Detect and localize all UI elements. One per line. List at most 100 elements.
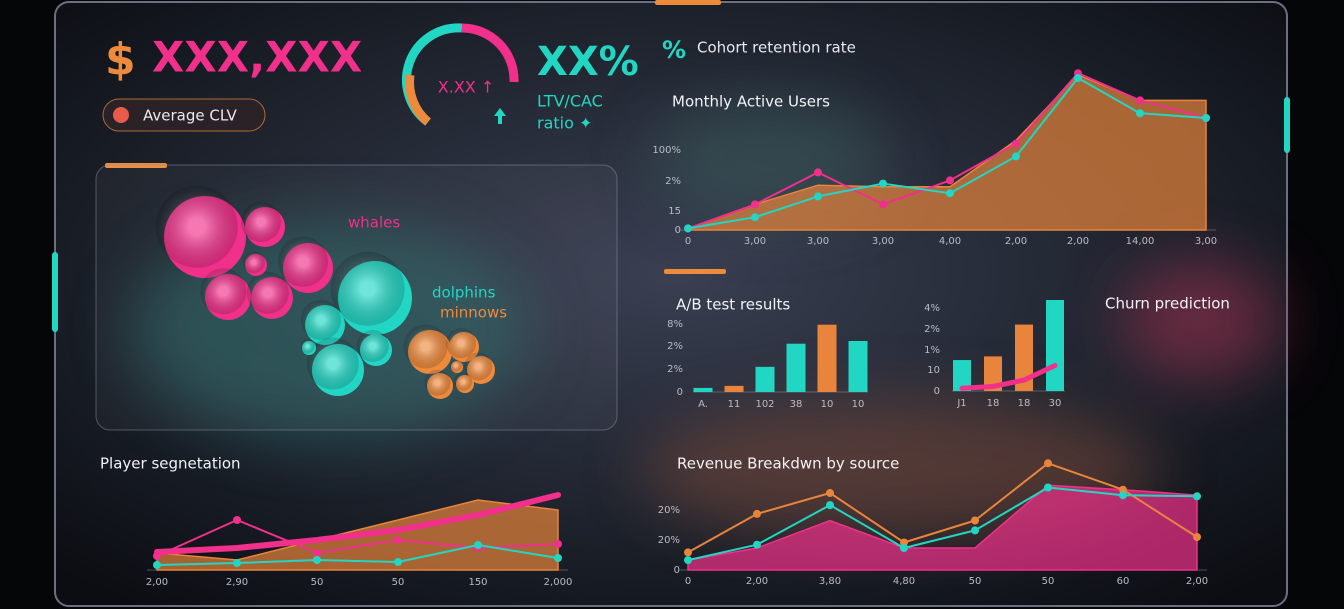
y-tick-label: 2% [924,324,940,335]
point [474,541,482,549]
point [1193,492,1201,501]
point [554,540,562,548]
bubble-shade [454,372,473,391]
point [879,200,887,209]
point [1044,459,1052,468]
clv-label: Average CLV [143,107,238,125]
point [971,516,979,525]
gauge-arc [405,74,432,126]
point [1193,533,1201,541]
point [1136,109,1144,118]
bubble-shade [200,268,247,315]
gauge-value: X.XX ↑ [438,78,494,97]
point [971,526,979,535]
point [879,179,887,188]
bubble-shade [464,352,493,381]
bubble-shade [306,337,359,390]
clv-pill[interactable] [102,98,266,132]
point [684,556,692,565]
point [153,561,161,569]
line [687,462,1198,554]
point [1119,491,1127,500]
y-tick-label: 2% [667,341,683,352]
y-tick-label: 100% [652,145,681,156]
y-tick-label: 4% [924,303,940,314]
x-tick-label: 10 [852,399,865,410]
legend-label: minnows [440,304,507,322]
x-tick-label: 50 [311,577,324,588]
bubble-shade [242,251,265,274]
ratio-value: XX% [537,39,639,85]
bar [786,343,806,392]
x-tick-label: 50 [969,576,982,587]
x-tick-label: 0 [685,236,691,247]
point [684,224,692,233]
x-tick-label: 2,00 [746,576,768,587]
y-tick-label: 20% [658,535,680,546]
point [946,189,954,198]
x-tick-label: 60 [1117,576,1130,587]
point [1012,139,1020,148]
x-tick-label: 3,00 [1195,236,1217,247]
x-tick-label: 4,80 [893,576,915,587]
x-tick-label: 2,00 [1186,576,1208,587]
point [684,548,692,557]
line [154,492,561,555]
point [394,558,402,566]
ratio-label: ratio ✦ [537,114,592,133]
y-tick-label: 0 [675,225,681,236]
point [233,516,241,524]
point [394,536,402,544]
x-tick-label: J1 [956,398,966,409]
x-tick-label: 11 [728,399,741,410]
bubble-shade [155,185,238,268]
point [1012,152,1020,161]
x-tick-label: 4,00 [939,236,961,247]
point [554,554,562,562]
clv-icon [113,107,129,123]
bubble-shade [424,369,451,396]
point [826,501,834,510]
x-tick-label: 2,000 [544,577,573,588]
x-tick-label: 102 [755,399,774,410]
chart-title: Monthly Active Users [672,93,830,111]
gauge-arc [461,23,519,83]
point [1074,74,1082,82]
point [751,200,759,209]
charts: Monthly Active Users 100% 2% 150 0 3,00 3,00 3,… [100,69,1230,588]
bar [848,341,868,392]
y-tick-label: 20% [658,505,680,516]
x-tick-label: 150 [468,577,487,588]
gauge-arrow [494,108,506,124]
x-tick-label: 2,00 [1067,236,1089,247]
bubble-shade [246,271,289,314]
cohort-label: Cohort retention rate [697,39,856,57]
x-tick-label: 3,80 [819,576,841,587]
point [900,538,908,547]
y-tick-label: 0 [677,387,683,398]
point [313,556,321,564]
point [814,192,822,201]
accent-bar [52,252,58,332]
y-tick-label: 2% [665,176,681,187]
point [814,168,822,177]
x-tick-label: 3,00 [807,236,829,247]
line [156,544,559,566]
bar [817,324,837,392]
bar [1015,324,1033,391]
chart-title: Churn prediction [1105,295,1230,313]
point [313,549,321,557]
point [1044,483,1052,492]
x-tick-label: 18 [1018,398,1031,409]
x-tick-label: 38 [790,399,803,410]
point [1136,96,1144,105]
point [1119,485,1127,494]
x-tick-label: 2,00 [1005,236,1027,247]
point [753,540,761,549]
y-tick-label: 2% [667,364,683,375]
x-tick-label: 50 [1042,576,1055,587]
bar [724,385,744,392]
bar [1046,300,1064,391]
chart-title: A/B test results [676,296,790,314]
